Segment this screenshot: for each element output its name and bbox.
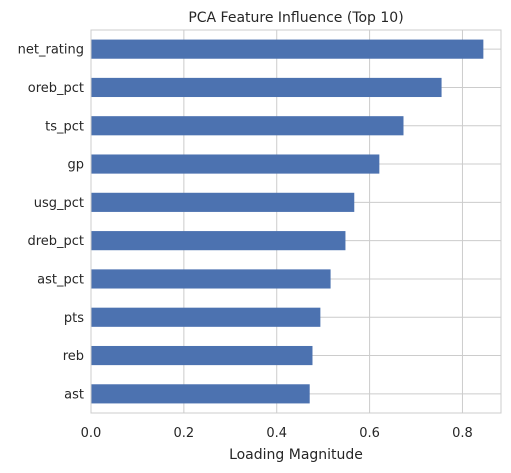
x-tick-labels: 0.0 0.2 0.4 0.6 0.8	[81, 426, 473, 441]
bars	[91, 39, 484, 404]
bar-ts-pct	[91, 116, 404, 136]
y-tick-label: pts	[64, 311, 84, 326]
y-tick-label: dreb_pct	[27, 234, 84, 249]
plot-frame	[90, 29, 502, 414]
bar-dreb-pct	[91, 231, 346, 251]
bar-oreb-pct	[91, 77, 442, 98]
bar-gp	[91, 154, 380, 174]
x-tick-label: 0.2	[174, 426, 195, 441]
y-tick-label: net_rating	[18, 43, 84, 58]
y-tick-label: ts_pct	[45, 119, 84, 134]
y-tick-label: ast_pct	[37, 272, 84, 287]
bar-ast-pct	[91, 269, 331, 289]
bar-reb	[91, 345, 313, 366]
y-tick-label: usg_pct	[34, 196, 84, 211]
y-tick-label: oreb_pct	[28, 81, 84, 96]
y-tick-label: reb	[63, 349, 84, 364]
bar-net-rating	[91, 39, 484, 59]
y-tick-label: gp	[67, 158, 84, 173]
x-tick-label: 0.8	[452, 426, 473, 441]
bar-ast	[91, 384, 310, 404]
bar-pts	[91, 307, 321, 327]
bar-usg-pct	[91, 192, 355, 212]
x-tick-label: 0.0	[81, 426, 102, 441]
x-tick-label: 0.4	[266, 426, 287, 441]
y-tick-label: ast	[64, 387, 84, 402]
x-tick-label: 0.6	[359, 426, 380, 441]
chart-title: PCA Feature Influence (Top 10)	[188, 10, 403, 26]
x-axis-label: Loading Magnitude	[229, 447, 363, 463]
